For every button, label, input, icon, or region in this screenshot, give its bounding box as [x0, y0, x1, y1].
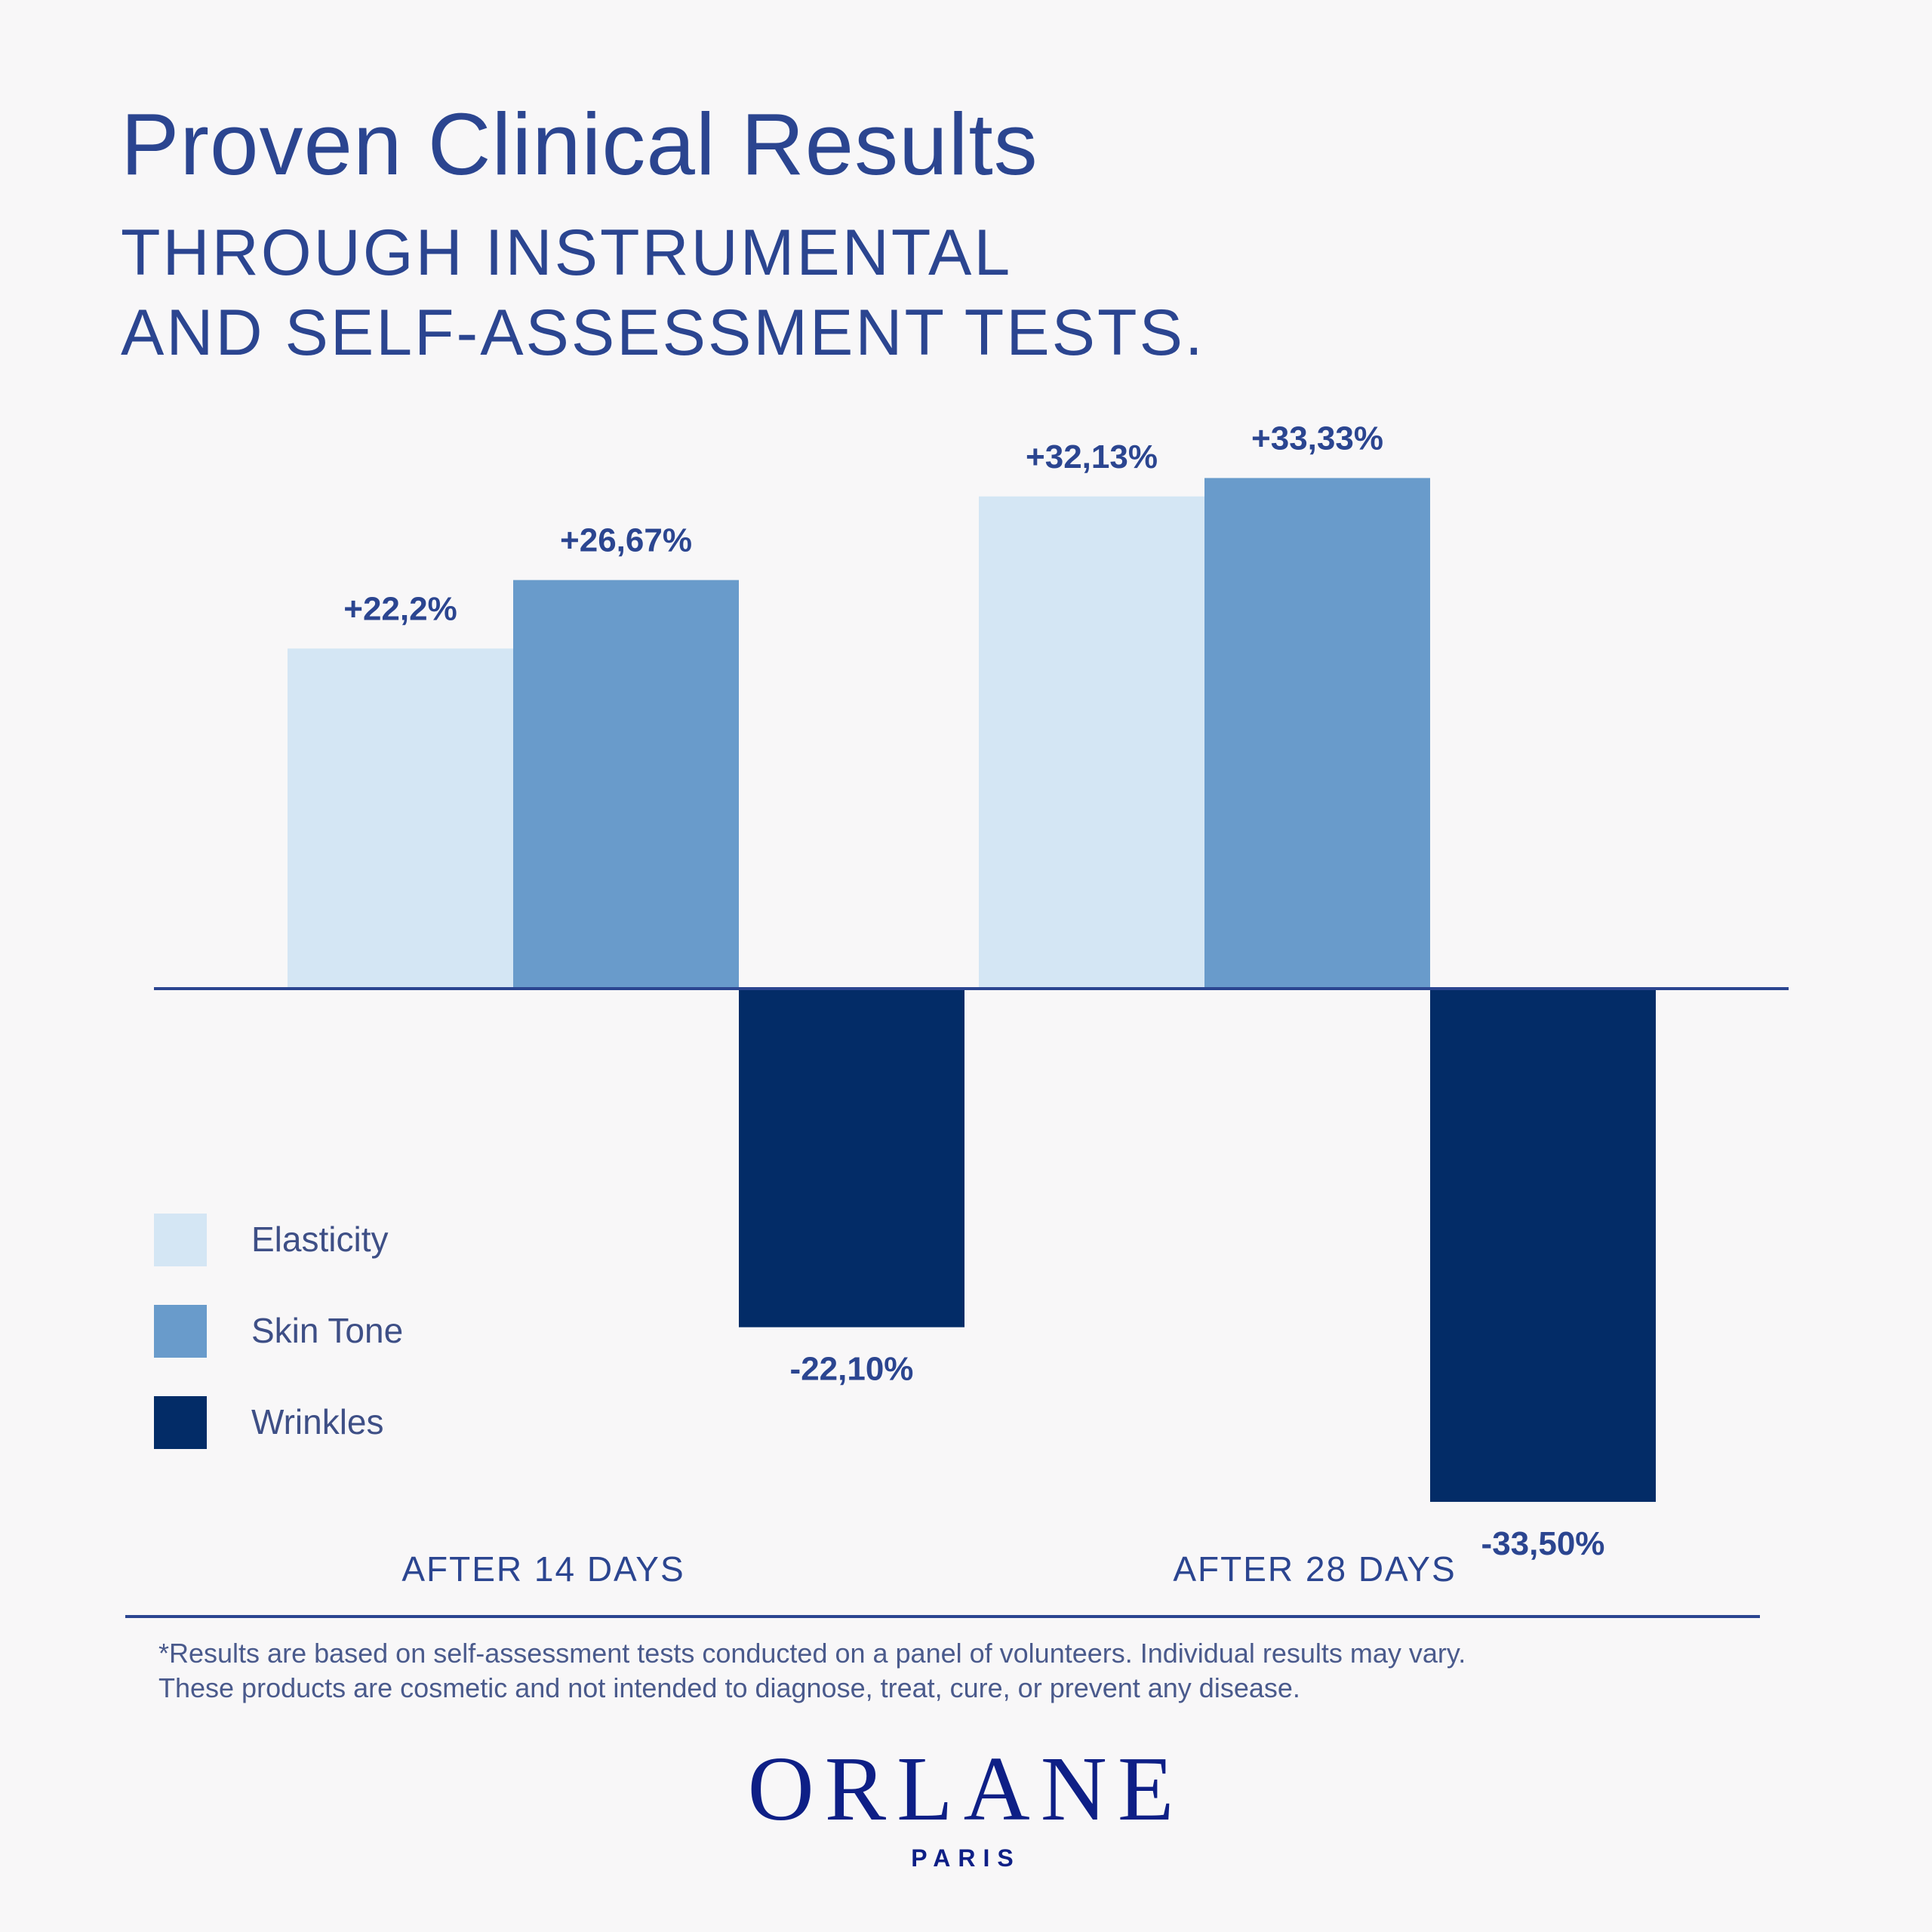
legend-label: Elasticity [251, 1220, 388, 1259]
legend-swatch [154, 1214, 207, 1266]
brand-logo: ORLANE PARIS [0, 1743, 1932, 1872]
bar-wrinkles-2 [1430, 989, 1656, 1503]
data-label: -33,50% [1481, 1525, 1605, 1562]
legend-label: Skin Tone [251, 1311, 403, 1350]
bar-skin-tone-2 [1204, 478, 1430, 989]
footnote-line-2: These products are cosmetic and not inte… [158, 1672, 1300, 1703]
footnote-line-1: *Results are based on self-assessment te… [158, 1638, 1466, 1669]
subtitle-line-2: AND SELF-ASSESSMENT TESTS. [121, 297, 1205, 369]
chart-title: Proven Clinical Results [121, 95, 1038, 193]
data-label: +22,2% [343, 590, 457, 627]
legend-swatch [154, 1305, 207, 1358]
data-label: +26,67% [560, 522, 692, 559]
bar-elasticity-2 [979, 496, 1204, 989]
subtitle-line-1: THROUGH INSTRUMENTAL [121, 217, 1013, 289]
legend-label: Wrinkles [251, 1402, 384, 1441]
logo-wordmark: ORLANE [747, 1738, 1185, 1840]
data-label: +33,33% [1251, 420, 1383, 457]
category-label: AFTER 28 DAYS [1173, 1549, 1456, 1589]
legend-swatch [154, 1396, 207, 1449]
category-label: AFTER 14 DAYS [401, 1549, 685, 1589]
data-label: -22,10% [790, 1351, 914, 1388]
footnote: *Results are based on self-assessment te… [158, 1636, 1466, 1706]
bar-wrinkles-1 [739, 989, 964, 1327]
bar-elasticity-1 [288, 648, 513, 989]
bar-chart: +22,2% +32,13% +26,67% +33,33% -22,10% -33,50… [125, 420, 1789, 1618]
data-label: +32,13% [1026, 438, 1158, 475]
logo-subtitle: PARIS [911, 1844, 1021, 1872]
bar-skin-tone-1 [513, 580, 739, 989]
chart-subtitle: THROUGH INSTRUMENTAL AND SELF-ASSESSMENT… [121, 213, 1205, 373]
